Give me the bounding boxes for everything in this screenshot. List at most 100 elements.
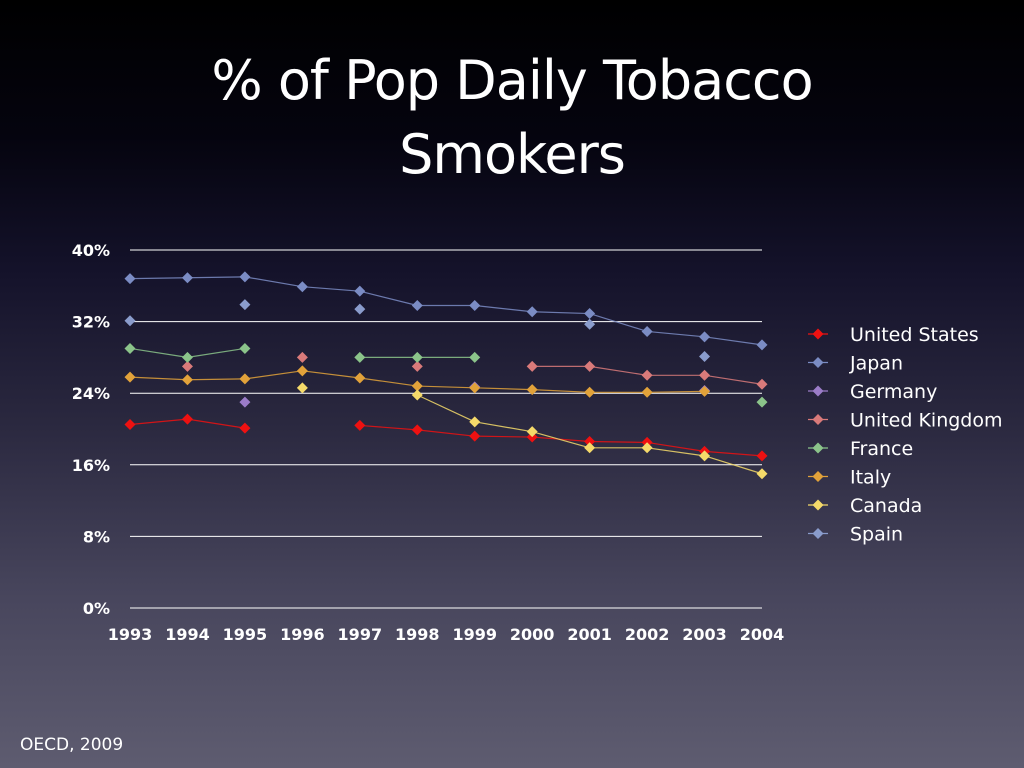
slide-title: % of Pop Daily Tobacco Smokers [0,44,1024,192]
data-point-united-states [469,430,481,442]
series-japan [124,271,768,351]
data-point-canada [296,382,308,394]
x-tick-label: 2001 [567,625,612,644]
legend-item-united-states: United States [808,324,979,346]
data-point-canada [469,416,481,428]
series-line-segment [359,290,418,307]
legend-label: United States [850,324,979,346]
series-line-segment [704,450,763,457]
source-note: OECD, 2009 [20,735,124,755]
data-point-canada [584,442,596,454]
y-tick-label: 32% [72,313,110,332]
data-point-united-states [124,419,136,431]
data-point-japan [469,299,481,311]
series-line-segment [704,336,763,346]
data-point-japan [354,285,366,297]
data-point-japan [584,308,596,320]
data-point-canada [411,389,423,401]
data-point-united-kingdom [411,360,423,372]
series-united-states [124,413,768,462]
y-tick-label: 24% [72,384,110,403]
series-canada [296,382,768,480]
data-point-italy [584,386,596,398]
series-line-segment [474,435,533,438]
series-line-segment [302,286,360,292]
series-line-segment [129,277,188,280]
legend-label: Spain [850,524,903,546]
series-line-segment [244,370,303,380]
x-tick-label: 1997 [338,625,383,644]
series-line-segment [129,376,188,381]
data-point-united-kingdom [756,378,768,390]
x-axis-tick-labels: 1993 1994 1995 1996 1997 1998 1999 2000 2001 2002… [108,625,785,644]
data-point-italy [411,380,423,392]
legend-marker [812,328,824,340]
data-point-united-kingdom [641,369,653,381]
series-line-segment [474,387,533,391]
data-point-italy [181,374,193,386]
series-france [124,342,768,408]
data-point-italy [641,386,653,398]
data-point-france [411,351,423,363]
data-point-spain [699,351,711,363]
data-point-italy [296,365,308,377]
data-point-united-kingdom [584,360,596,372]
series-line-segment [129,347,188,358]
x-tick-label: 1993 [108,625,153,644]
data-point-canada [526,426,538,438]
series-line-segment [532,431,590,449]
data-point-spain [354,303,366,315]
legend-item-germany: Germany [808,381,937,403]
title-line-1: % of Pop Daily Tobacco [211,49,813,112]
series-line-segment [244,276,303,288]
series-line-segment [532,389,590,393]
data-point-france [181,351,193,363]
data-point-united-kingdom [526,360,538,372]
data-point-united-states [584,436,596,448]
data-point-united-states [354,419,366,431]
data-point-united-kingdom [699,369,711,381]
series-line-segment [704,374,763,385]
gridlines [130,249,762,609]
data-point-united-kingdom [181,360,193,372]
data-point-japan [124,273,136,285]
legend-item-spain: Spain [808,524,903,546]
legend-label: Canada [850,495,922,517]
legend: United States Japan Germany United Kingdom F… [808,324,1003,546]
series-united-kingdom [181,351,768,390]
x-tick-label: 1996 [280,625,325,644]
series-line-segment [129,418,188,426]
data-point-france [239,342,251,354]
legend-item-canada: Canada [808,495,922,517]
series-line-segment [646,441,705,452]
data-point-japan [296,281,308,293]
data-point-canada [756,468,768,480]
series-line-segment [647,330,705,338]
data-point-united-states [411,424,423,436]
series-line-segment [589,365,648,376]
series-line-segment [417,394,475,423]
data-point-italy [124,371,136,383]
x-tick-label: 1998 [395,625,440,644]
data-point-france [354,351,366,363]
data-point-italy [354,372,366,384]
data-point-japan [756,339,768,351]
legend-marker [812,499,824,511]
legend-item-united-kingdom: United Kingdom [808,410,1003,432]
data-point-canada [641,442,653,454]
series-line-segment [647,390,705,393]
series-spain [124,299,711,363]
series-line-segment [704,455,763,475]
series-line-segment [417,385,475,389]
legend-marker [812,385,824,397]
legend-item-italy: Italy [808,467,891,489]
x-tick-label: 2000 [510,625,555,644]
data-point-italy [239,373,251,385]
legend-marker [812,528,824,539]
data-point-spain [124,315,136,327]
series-line-segment [474,421,533,433]
series-line-segment [474,304,533,313]
data-point-united-states [756,450,768,462]
data-point-france [124,342,136,354]
